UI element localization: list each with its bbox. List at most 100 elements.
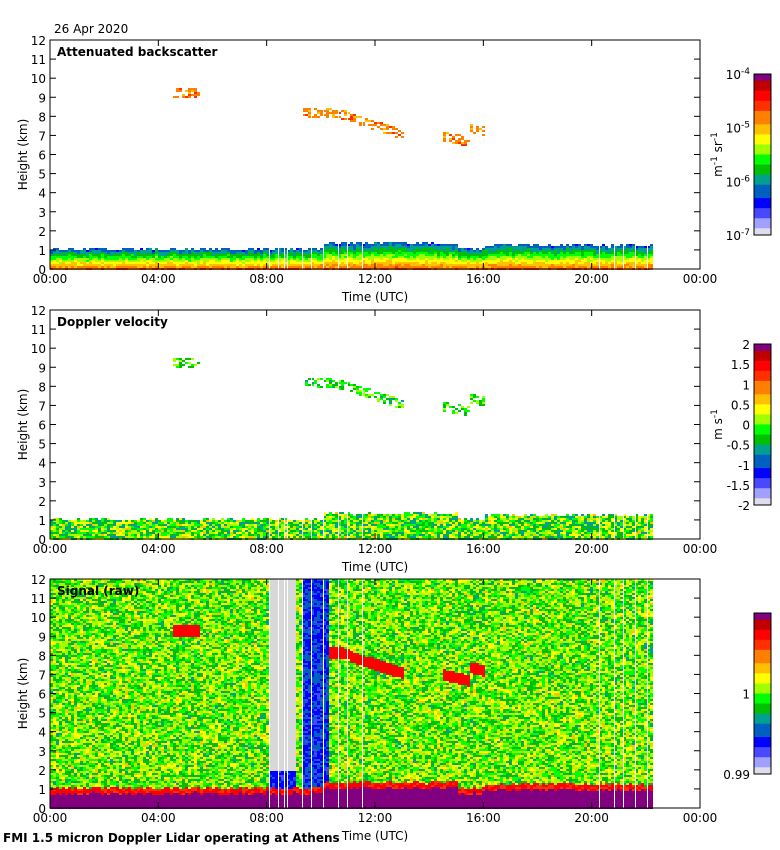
heat-cell xyxy=(434,252,437,254)
heat-cell xyxy=(650,264,653,266)
heat-cell xyxy=(476,250,479,252)
heat-cell xyxy=(488,260,491,262)
heat-cell xyxy=(167,256,170,258)
heat-cell xyxy=(248,266,251,268)
heat-cell xyxy=(455,528,458,530)
heat-cell xyxy=(350,114,353,116)
heat-cell xyxy=(473,262,476,264)
heat-cell xyxy=(104,262,107,264)
heat-cell xyxy=(458,530,461,532)
heat-cell xyxy=(584,246,587,248)
heat-cell xyxy=(113,520,116,522)
heat-cell xyxy=(137,266,140,268)
heat-cell xyxy=(389,396,392,398)
heat-cell xyxy=(185,96,188,98)
heat-cell xyxy=(407,248,410,250)
heat-cell xyxy=(230,254,233,256)
heat-cell xyxy=(134,528,137,530)
heat-cell xyxy=(500,514,503,516)
heat-cell xyxy=(503,266,506,268)
heat-cell xyxy=(521,256,524,258)
heat-cell xyxy=(77,260,80,262)
heat-cell xyxy=(176,364,179,366)
heat-cell xyxy=(497,256,500,258)
heat-cell xyxy=(326,252,329,254)
heat-cell xyxy=(365,534,368,536)
heat-cell xyxy=(290,524,293,526)
heat-cell xyxy=(230,518,233,520)
heat-cell xyxy=(173,260,176,262)
heat-cell xyxy=(548,264,551,266)
heat-cell xyxy=(521,522,524,524)
heat-cell xyxy=(140,256,143,258)
heat-cell xyxy=(167,526,170,528)
heat-cell xyxy=(197,254,200,256)
heat-cell xyxy=(392,266,395,268)
heat-cell xyxy=(503,534,506,536)
heat-cell xyxy=(233,524,236,526)
heat-cell xyxy=(89,250,92,252)
heat-cell xyxy=(455,260,458,262)
heat-cell xyxy=(449,140,452,142)
heat-cell xyxy=(506,246,509,248)
heat-cell xyxy=(173,534,176,536)
heat-cell xyxy=(425,534,428,536)
heat-cell xyxy=(191,94,194,96)
heat-cell xyxy=(434,246,437,248)
heat-cell xyxy=(92,524,95,526)
heat-cell xyxy=(425,532,428,534)
heat-cell xyxy=(140,518,143,520)
heat-cell xyxy=(230,524,233,526)
heat-cell xyxy=(62,522,65,524)
heat-cell xyxy=(128,520,131,522)
heat-cell xyxy=(224,534,227,536)
heat-cell xyxy=(110,254,113,256)
heat-cell xyxy=(332,256,335,258)
heat-cell xyxy=(449,530,452,532)
heat-cell xyxy=(422,514,425,516)
heat-cell xyxy=(512,264,515,266)
heat-cell xyxy=(527,518,530,520)
heat-cell xyxy=(590,258,593,260)
heat-cell xyxy=(518,528,521,530)
heat-cell xyxy=(176,264,179,266)
heat-cell xyxy=(248,262,251,264)
heat-cell xyxy=(173,358,176,360)
heat-cell xyxy=(158,530,161,532)
heat-cell xyxy=(509,516,512,518)
heat-cell xyxy=(392,524,395,526)
heat-cell xyxy=(413,530,416,532)
heat-cell xyxy=(386,248,389,250)
heat-cell xyxy=(179,258,182,260)
heat-cell xyxy=(353,384,356,386)
heat-cell xyxy=(422,516,425,518)
heat-cell xyxy=(434,536,437,538)
heat-cell xyxy=(359,390,362,392)
heat-cell xyxy=(296,262,299,264)
heat-cell xyxy=(335,110,338,112)
heat-cell xyxy=(140,536,143,538)
heat-cell xyxy=(377,252,380,254)
heat-cell xyxy=(56,532,59,534)
heat-cell xyxy=(578,246,581,248)
heat-cell xyxy=(431,266,434,268)
heat-cell xyxy=(431,258,434,260)
heat-cell xyxy=(395,264,398,266)
heat-cell xyxy=(509,530,512,532)
heat-cell xyxy=(521,266,524,268)
heat-cell xyxy=(464,142,467,144)
heat-cell xyxy=(314,518,317,520)
heat-cell xyxy=(434,262,437,264)
colorbar-swatch xyxy=(754,74,771,78)
heat-cell xyxy=(308,528,311,530)
heat-cell xyxy=(374,526,377,528)
heat-cell xyxy=(86,264,89,266)
heat-cell xyxy=(395,256,398,258)
heat-cell xyxy=(605,254,608,256)
heat-cell xyxy=(203,524,206,526)
heat-cell xyxy=(329,386,332,388)
heat-cell xyxy=(329,252,332,254)
heat-cell xyxy=(437,246,440,248)
heat-cell xyxy=(530,528,533,530)
heat-cell xyxy=(353,516,356,518)
